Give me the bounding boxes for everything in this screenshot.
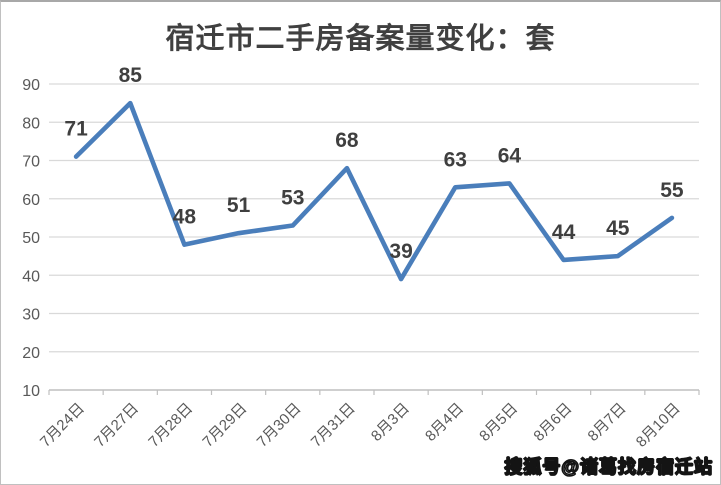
x-axis-category-label: 8月3日 <box>368 400 413 445</box>
data-point-label: 64 <box>498 144 522 167</box>
x-axis-category-label: 7月28日 <box>145 400 196 451</box>
y-axis-tick-label: 30 <box>22 307 40 324</box>
x-axis-category-label: 8月10日 <box>633 400 684 451</box>
data-point-label: 45 <box>606 217 630 240</box>
x-axis-category-label: 7月31日 <box>308 400 359 451</box>
y-axis-tick-label: 80 <box>22 115 40 132</box>
chart-title: 宿迁市二手房备案量变化：套 <box>165 21 556 55</box>
watermark: 搜狐号@诸葛找房宿迁站 <box>504 456 713 477</box>
data-point-label: 39 <box>389 240 412 263</box>
data-point-label: 68 <box>335 129 359 152</box>
data-point-label: 48 <box>173 206 197 229</box>
data-point-label: 55 <box>660 179 684 202</box>
x-axis-category-label: 7月24日 <box>37 400 88 451</box>
data-point-label: 63 <box>444 148 467 171</box>
data-point-label: 71 <box>64 118 88 141</box>
data-point-label: 51 <box>227 194 251 217</box>
x-axis-category-label: 8月6日 <box>530 400 575 445</box>
y-axis-tick-label: 20 <box>22 345 40 362</box>
data-point-label: 85 <box>119 64 143 87</box>
y-axis-tick-label: 50 <box>22 230 40 247</box>
x-axis-category-label: 7月29日 <box>199 400 250 451</box>
data-point-label: 44 <box>552 221 576 244</box>
y-axis-tick-label: 60 <box>22 192 40 209</box>
x-axis-category-label: 8月5日 <box>476 400 521 445</box>
x-axis-category-label: 8月7日 <box>585 400 630 445</box>
x-axis-category-label: 7月30日 <box>254 400 305 451</box>
x-axis-category-label: 7月27日 <box>91 400 142 451</box>
data-point-label: 53 <box>281 187 304 210</box>
y-axis-tick-label: 10 <box>22 383 40 400</box>
y-axis-tick-label: 90 <box>22 77 40 94</box>
y-axis-tick-label: 70 <box>22 154 40 171</box>
x-axis-category-label: 8月4日 <box>422 400 467 445</box>
chart-line <box>73 100 675 282</box>
y-axis-tick-label: 40 <box>22 268 40 285</box>
